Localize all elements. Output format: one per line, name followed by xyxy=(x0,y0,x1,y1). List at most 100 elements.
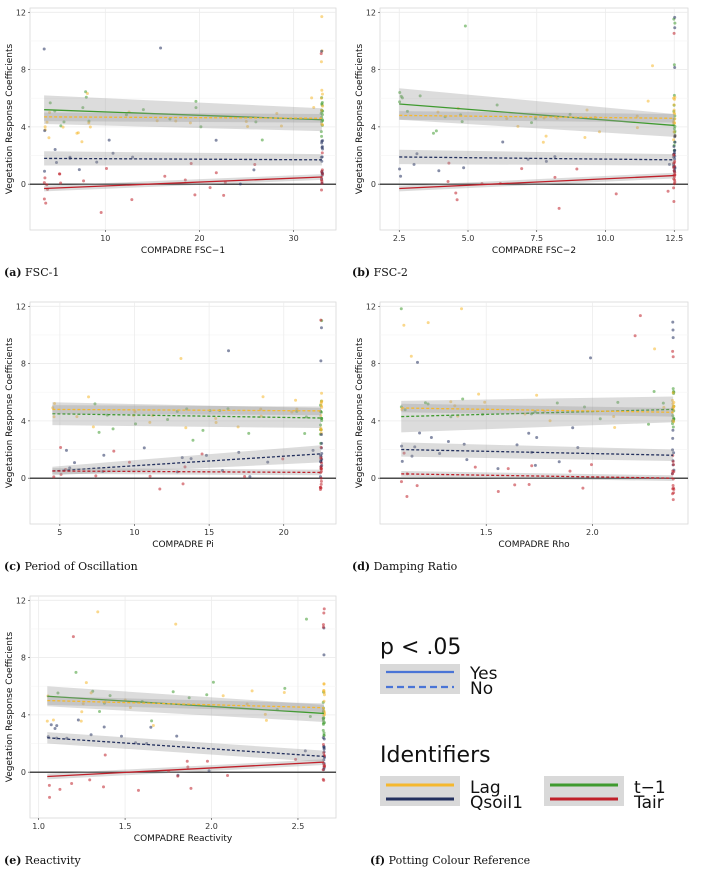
data-point xyxy=(673,149,676,152)
data-point xyxy=(589,356,592,359)
data-point xyxy=(398,168,401,171)
data-point xyxy=(205,693,208,696)
data-point xyxy=(80,710,83,713)
data-point xyxy=(545,135,548,138)
data-point xyxy=(320,170,323,173)
data-point xyxy=(520,167,523,170)
data-point xyxy=(501,141,504,144)
data-point xyxy=(462,166,465,169)
data-point xyxy=(52,475,55,478)
data-point xyxy=(672,387,675,390)
data-point xyxy=(672,425,675,428)
x-tick-label: 5.0 xyxy=(462,234,475,243)
caption-f: (f) Potting Colour Reference xyxy=(370,854,530,867)
data-point xyxy=(48,796,51,799)
data-point xyxy=(52,718,55,721)
data-point xyxy=(305,618,308,621)
data-point xyxy=(87,395,90,398)
y-tick-label: 0 xyxy=(371,474,376,483)
data-point xyxy=(672,488,675,491)
data-point xyxy=(243,475,246,478)
data-point xyxy=(322,778,325,781)
data-point xyxy=(672,463,675,466)
data-point xyxy=(44,202,47,205)
data-point xyxy=(320,326,323,329)
data-point xyxy=(673,103,676,106)
data-point xyxy=(671,437,674,440)
data-point xyxy=(496,467,499,470)
data-point xyxy=(159,47,162,50)
y-axis-label: Vegetation Response Coefficients xyxy=(5,43,15,194)
data-point xyxy=(191,439,194,442)
data-point xyxy=(320,442,323,445)
data-point xyxy=(323,765,326,768)
data-point xyxy=(80,720,83,723)
data-point xyxy=(184,426,187,429)
caption-e: (e) Reactivity xyxy=(4,854,81,867)
x-tick-label: 10.0 xyxy=(597,234,615,243)
data-point xyxy=(651,64,654,67)
data-point xyxy=(222,694,225,697)
x-tick-label: 20 xyxy=(194,234,204,243)
data-point xyxy=(321,101,324,104)
data-point xyxy=(671,472,674,475)
data-point xyxy=(319,319,322,322)
data-point xyxy=(320,480,323,483)
data-point xyxy=(251,689,254,692)
y-tick-label: 0 xyxy=(21,180,26,189)
data-point xyxy=(73,461,76,464)
data-point xyxy=(667,190,670,193)
data-point xyxy=(323,607,326,610)
data-point xyxy=(46,720,49,723)
y-tick-label: 4 xyxy=(371,123,376,132)
data-point xyxy=(54,727,57,730)
data-point xyxy=(59,446,62,449)
legend-panel: p < .05YesNoIdentifiersLagQsoil1t−1Tair xyxy=(380,635,666,813)
data-point xyxy=(58,788,61,791)
panel-pi: 048125 10 15 20COMPADRE PiVegetation Respon… xyxy=(5,302,336,550)
data-point xyxy=(672,484,675,487)
data-point xyxy=(143,446,146,449)
data-point xyxy=(108,139,111,142)
data-point xyxy=(320,182,323,185)
data-point xyxy=(323,738,326,741)
x-tick-label: 10 xyxy=(100,234,110,243)
data-point xyxy=(44,125,47,128)
data-point xyxy=(283,691,286,694)
data-point xyxy=(43,176,46,179)
data-point xyxy=(186,760,189,763)
data-point xyxy=(261,139,264,142)
data-point xyxy=(86,92,89,95)
data-point xyxy=(322,768,325,771)
data-point xyxy=(176,775,179,778)
data-point xyxy=(639,314,642,317)
y-tick-label: 12 xyxy=(16,302,26,311)
data-point xyxy=(615,192,618,195)
y-axis-label: Vegetation Response Coefficients xyxy=(5,631,15,782)
data-point xyxy=(474,466,477,469)
data-point xyxy=(310,96,313,99)
data-point xyxy=(527,432,530,435)
data-point xyxy=(152,724,155,727)
data-point xyxy=(672,498,675,501)
data-point xyxy=(78,168,81,171)
legend-qsoil-label: Qsoil1 xyxy=(470,793,523,813)
x-tick-label: 2.5 xyxy=(393,234,406,243)
data-point xyxy=(535,394,538,397)
legend-id-key-bg-right xyxy=(544,776,624,806)
data-point xyxy=(320,52,323,55)
data-point xyxy=(47,136,50,139)
data-point xyxy=(322,723,325,726)
data-point xyxy=(215,139,218,142)
data-point xyxy=(581,487,584,490)
data-point xyxy=(673,169,676,172)
data-point xyxy=(673,22,676,25)
data-point xyxy=(447,180,450,183)
data-point xyxy=(189,787,192,790)
data-point xyxy=(248,475,251,478)
data-point xyxy=(105,167,108,170)
data-point xyxy=(43,181,46,184)
x-axis-label: COMPADRE Pi xyxy=(152,540,214,550)
data-point xyxy=(62,126,65,129)
data-point xyxy=(262,395,265,398)
